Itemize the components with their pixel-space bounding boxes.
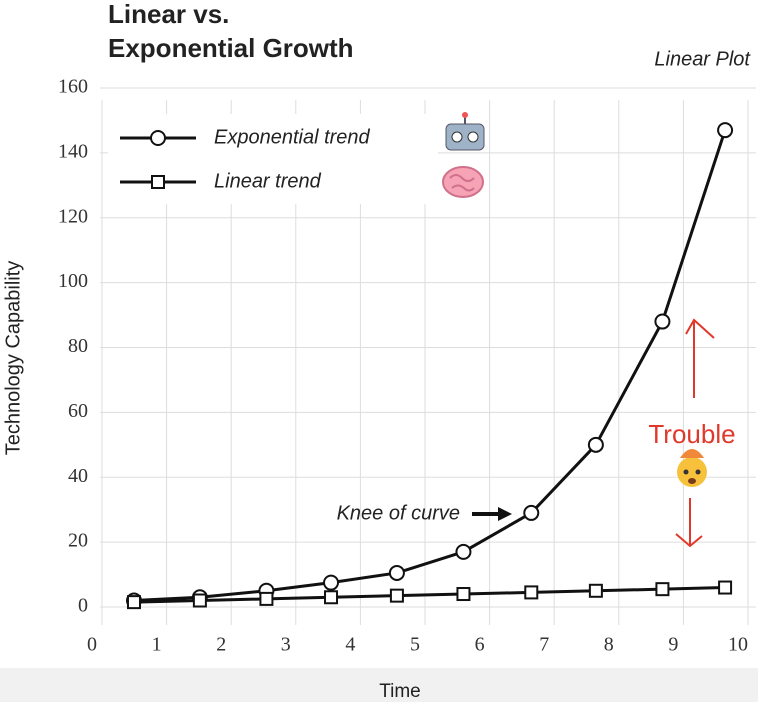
y-tick-label: 0 — [78, 595, 88, 617]
x-tick-label: 0 — [87, 634, 97, 656]
marker — [654, 313, 671, 330]
y-tick-label: 160 — [58, 76, 88, 98]
series-line — [133, 129, 727, 603]
chart-title: Linear vs. — [108, 0, 229, 29]
x-tick-label: 8 — [604, 634, 614, 656]
annotation: Knee of curve — [337, 502, 460, 524]
marker — [324, 590, 339, 605]
x-tick-label: 7 — [539, 634, 549, 656]
y-tick-label: 80 — [68, 335, 88, 357]
legend-label: Linear trend — [214, 170, 322, 192]
legend-label: Exponential trend — [214, 126, 371, 148]
marker — [523, 504, 540, 521]
annotation: Trouble — [648, 419, 735, 449]
x-axis-label: Time — [379, 681, 421, 702]
marker — [388, 564, 405, 581]
marker — [455, 543, 472, 560]
trouble-arrows — [675, 318, 715, 548]
marker — [717, 122, 734, 139]
y-tick-label: 140 — [58, 140, 88, 162]
chart-title: Exponential Growth — [108, 33, 354, 63]
marker — [587, 436, 604, 453]
marker — [524, 585, 539, 600]
marker — [655, 582, 670, 597]
y-tick-label: 40 — [68, 465, 88, 487]
plot — [125, 122, 734, 610]
x-tick-label: 2 — [216, 634, 226, 656]
y-tick-label: 60 — [68, 400, 88, 422]
legend-marker — [151, 175, 165, 189]
marker — [323, 574, 340, 591]
marker — [126, 595, 141, 610]
knee-arrow — [472, 507, 512, 521]
x-tick-label: 9 — [668, 634, 678, 656]
x-tick-label: 1 — [152, 634, 162, 656]
x-tick-label: 3 — [281, 634, 291, 656]
x-tick-label: 5 — [410, 634, 420, 656]
brain-icon — [442, 166, 484, 198]
y-tick-label: 20 — [68, 530, 88, 552]
marker — [389, 588, 404, 603]
y-tick-label: 120 — [58, 205, 88, 227]
footer-band — [0, 668, 758, 702]
subtitle: Linear Plot — [654, 48, 751, 70]
y-tick-label: 100 — [58, 270, 88, 292]
robot-icon — [445, 112, 485, 151]
y-axis-label: Technology Capability — [2, 261, 24, 456]
series-line — [133, 586, 726, 604]
marker — [456, 587, 471, 602]
x-tick-label: 6 — [475, 634, 485, 656]
marker — [192, 593, 207, 608]
grid: 0 20 40 60 80 100 120 140 160 0 1 2 3 4 5 6 7 8 9 10 — [58, 76, 756, 656]
marker — [588, 583, 603, 598]
legend: Exponential trend Linear trend — [120, 126, 371, 192]
legend-marker — [150, 130, 166, 146]
x-tick-label: 10 — [728, 634, 748, 656]
marker — [259, 591, 274, 606]
marker — [718, 580, 733, 595]
x-tick-label: 4 — [345, 634, 355, 656]
mind-blown-icon — [677, 449, 707, 487]
